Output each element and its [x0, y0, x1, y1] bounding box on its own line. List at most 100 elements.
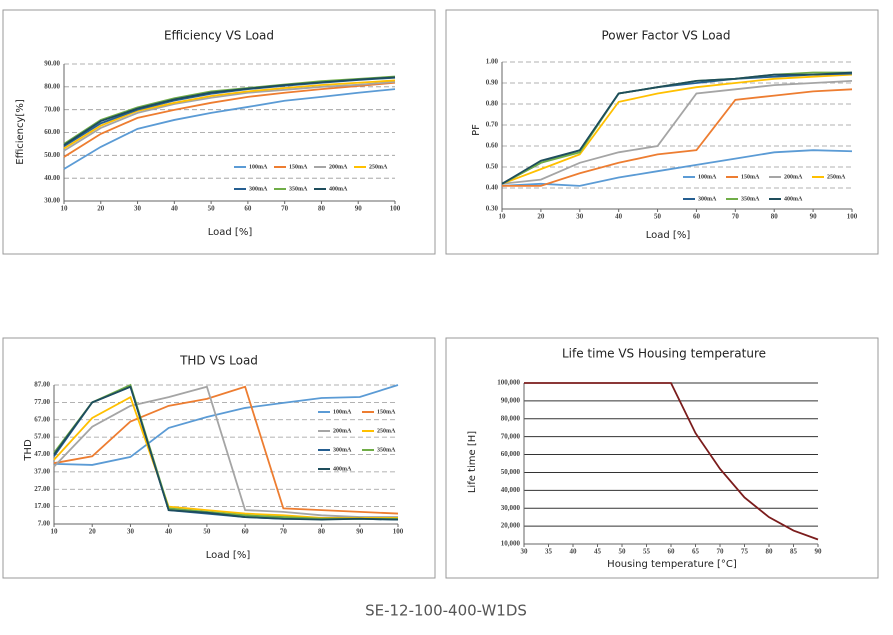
x-tick-label: 90 [356, 528, 364, 536]
x-axis-label: Load [%] [646, 230, 691, 241]
series-line [501, 73, 853, 185]
y-tick-label: 20,000 [501, 522, 521, 530]
y-tick-label: 90.00 [44, 60, 60, 68]
y-axis-label: PF [471, 124, 482, 136]
legend-label: 350mA [741, 196, 760, 202]
y-tick-label: 60,000 [501, 450, 521, 458]
legend-label: 300mA [333, 447, 352, 453]
legend-label: 200mA [333, 428, 352, 434]
x-tick-label: 35 [545, 548, 553, 556]
panel-frame [445, 337, 879, 579]
y-tick-label: 50.00 [44, 151, 60, 159]
legend-label: 250mA [377, 428, 396, 434]
y-tick-label: 40.00 [44, 174, 60, 182]
x-tick-label: 60 [668, 548, 676, 556]
y-tick-label: 80,000 [501, 414, 521, 422]
series-line [501, 71, 853, 185]
y-tick-label: 50,000 [501, 468, 521, 476]
x-tick-label: 40 [615, 213, 623, 221]
x-tick-label: 60 [244, 205, 252, 213]
series-line [63, 79, 396, 150]
series-line [63, 88, 396, 170]
x-tick-label: 100 [390, 205, 401, 213]
y-tick-label: 0.80 [486, 100, 499, 108]
chart-title: Efficiency VS Load [164, 29, 274, 43]
series-line [53, 384, 399, 466]
x-tick-label: 90 [815, 548, 823, 556]
series-line [524, 382, 819, 541]
y-tick-label: 0.70 [486, 121, 499, 129]
x-tick-label: 10 [51, 528, 59, 536]
series-line [63, 81, 396, 158]
x-tick-label: 40 [570, 548, 578, 556]
panel-frame [445, 9, 879, 255]
series-line [53, 385, 398, 518]
series-line [501, 72, 853, 185]
legend-label: 400mA [784, 196, 803, 202]
legend-label: 200mA [329, 164, 348, 170]
x-tick-label: 80 [766, 548, 774, 556]
panel-frame [2, 9, 436, 255]
y-tick-label: 30,000 [501, 504, 521, 512]
y-tick-label: 1.00 [486, 58, 499, 66]
legend-label: 150mA [377, 409, 396, 415]
x-tick-label: 65 [692, 548, 700, 556]
x-tick-label: 50 [203, 528, 211, 536]
legend-label: 350mA [289, 186, 308, 192]
y-tick-label: 57.00 [34, 433, 50, 441]
y-tick-label: 0.60 [486, 142, 499, 150]
x-tick-label: 50 [619, 548, 627, 556]
x-tick-label: 60 [693, 213, 701, 221]
y-axis-label: Efficiency[%] [15, 99, 26, 165]
series-line [63, 80, 396, 152]
legend-label: 250mA [369, 164, 388, 170]
x-tick-label: 40 [165, 528, 173, 536]
x-tick-label: 75 [741, 548, 749, 556]
legend-label: 300mA [249, 186, 268, 192]
y-tick-label: 17.00 [34, 502, 50, 510]
y-tick-label: 70,000 [501, 432, 521, 440]
footer: SE-12-100-400-W1DS [365, 602, 527, 620]
y-tick-label: 37.00 [34, 467, 50, 475]
y-tick-label: 10,000 [501, 540, 521, 548]
x-tick-label: 55 [643, 548, 651, 556]
x-axis-label: Load [%] [206, 550, 251, 561]
panel-frame [2, 337, 436, 579]
chart-title: THD VS Load [179, 354, 258, 368]
y-tick-label: 100,000 [497, 379, 520, 387]
x-tick-label: 80 [318, 205, 326, 213]
x-tick-label: 30 [134, 205, 142, 213]
x-tick-label: 20 [537, 213, 545, 221]
chart-title: Power Factor VS Load [601, 29, 730, 43]
legend-label: 300mA [698, 196, 717, 202]
y-tick-label: 60.00 [44, 128, 60, 136]
y-axis-label: THD [23, 439, 34, 462]
y-tick-label: 7.00 [38, 520, 51, 528]
legend-label: 100mA [333, 409, 352, 415]
x-tick-label: 90 [355, 205, 363, 213]
x-tick-label: 90 [810, 213, 818, 221]
legend-label: 350mA [377, 447, 396, 453]
x-axis-label: Housing temperature [°C] [607, 559, 737, 570]
legend-label: 400mA [329, 186, 348, 192]
x-tick-label: 50 [654, 213, 662, 221]
x-tick-label: 20 [97, 205, 105, 213]
legend-label: 150mA [741, 174, 760, 180]
x-tick-label: 80 [318, 528, 326, 536]
x-tick-label: 100 [393, 528, 404, 536]
y-axis-label: Life time [H] [467, 431, 478, 493]
x-tick-label: 60 [242, 528, 250, 536]
y-tick-label: 90,000 [501, 396, 521, 404]
x-tick-label: 70 [281, 205, 289, 213]
x-tick-label: 70 [732, 213, 740, 221]
chart-title: Life time VS Housing temperature [562, 347, 766, 361]
legend-label: 400mA [333, 466, 352, 472]
x-tick-label: 30 [127, 528, 135, 536]
x-axis-label: Load [%] [208, 227, 253, 238]
y-tick-label: 0.50 [486, 163, 499, 171]
x-tick-label: 10 [61, 205, 69, 213]
y-tick-label: 47.00 [34, 450, 50, 458]
y-tick-label: 40,000 [501, 486, 521, 494]
y-tick-label: 30.00 [44, 197, 60, 205]
